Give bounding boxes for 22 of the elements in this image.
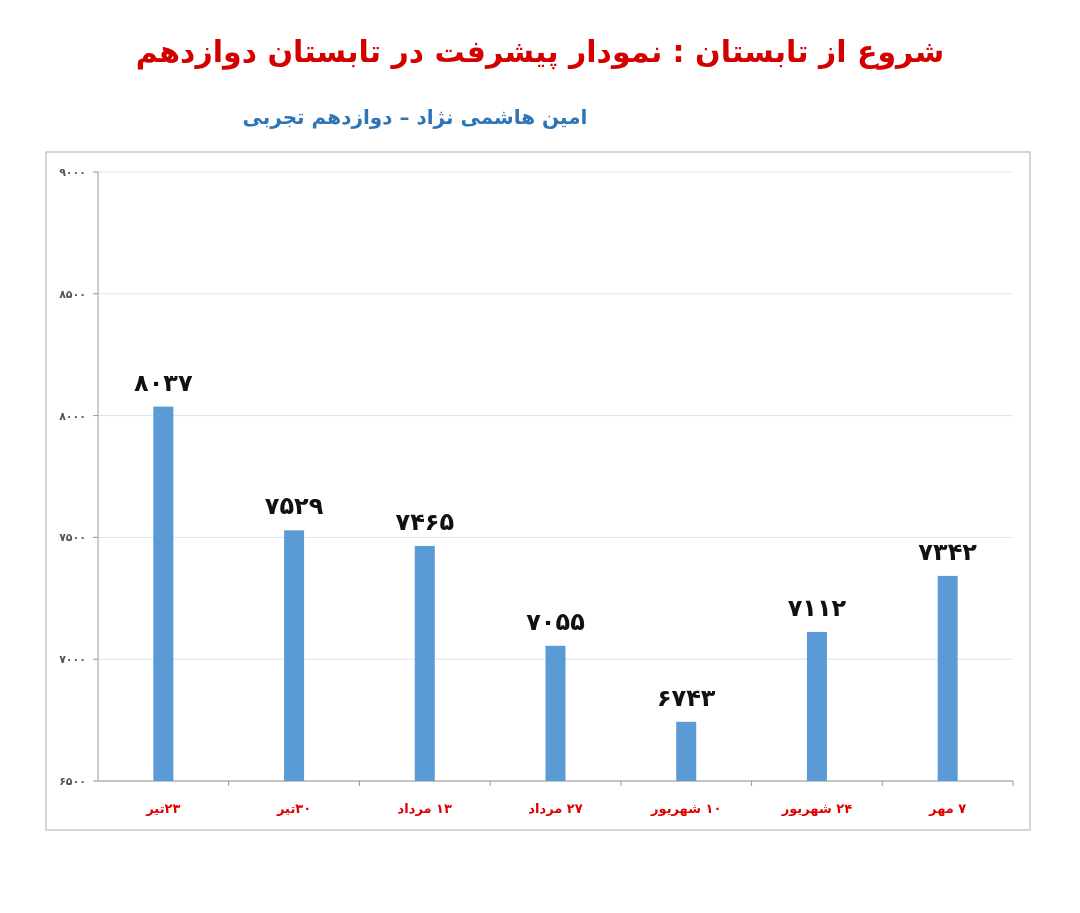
data-label: ۷۰۵۵ <box>526 607 585 636</box>
xtick: ۱۰ شهریور <box>651 801 722 816</box>
ytick: ۹۰۰۰ <box>59 166 86 179</box>
data-label: ۷۵۲۹ <box>264 492 324 521</box>
data-label: ۸۰۳۷ <box>134 368 193 397</box>
xtick: ۲۷ مرداد <box>528 801 583 816</box>
xtick: ۲۳تیر <box>146 801 181 816</box>
ytick: ۷۵۰۰ <box>59 531 86 545</box>
xtick: ۱۳ مرداد <box>397 801 452 816</box>
data-label: ۶۷۴۳ <box>656 683 716 712</box>
ytick: ۸۵۰۰ <box>59 287 86 301</box>
subtitle: امین هاشمی نژاد – دوازدهم تجربی <box>242 105 588 129</box>
xtick: ۷ مهر <box>929 801 967 816</box>
ytick: ۶۵۰۰ <box>59 775 86 788</box>
xtick: ۳۰تیر <box>277 801 312 816</box>
xtick: ۲۴ شهریور <box>781 801 853 816</box>
data-label: ۷۴۶۵ <box>395 507 455 536</box>
data-label: ۷۳۴۲ <box>918 537 977 566</box>
title: شروع از تابستان : نمودار پیشرفت در تابستان دوازدهم <box>135 34 945 69</box>
ytick: ۸۰۰۰ <box>59 409 86 423</box>
data-label: ۷۱۱۲ <box>787 593 847 622</box>
ytick: ۷۰۰۰ <box>59 653 86 667</box>
